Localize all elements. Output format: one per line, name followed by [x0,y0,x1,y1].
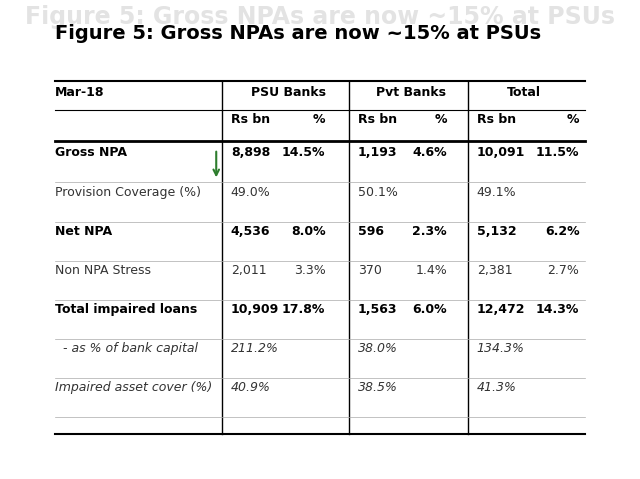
Text: 11.5%: 11.5% [536,147,579,160]
Text: Gross NPA: Gross NPA [55,147,127,160]
Text: 10,091: 10,091 [477,147,525,160]
Text: 6.2%: 6.2% [545,225,579,238]
Text: 211.2%: 211.2% [231,342,278,355]
Text: 10,909: 10,909 [231,303,279,316]
Text: 596: 596 [358,225,384,238]
Text: 3.3%: 3.3% [294,264,325,277]
Text: 2,381: 2,381 [477,264,513,277]
Text: Net NPA: Net NPA [55,225,112,238]
Text: %: % [313,113,325,126]
Text: 6.0%: 6.0% [412,303,447,316]
Text: 5,132: 5,132 [477,225,516,238]
Text: 12,472: 12,472 [477,303,525,316]
Text: Total: Total [507,86,541,99]
Text: Rs bn: Rs bn [358,113,397,126]
Text: Mar-18: Mar-18 [55,86,105,99]
Text: 370: 370 [358,264,381,277]
Text: PSU Banks: PSU Banks [251,86,326,99]
Text: Rs bn: Rs bn [231,113,270,126]
Text: 1,563: 1,563 [358,303,397,316]
Text: 2.3%: 2.3% [412,225,447,238]
Text: Provision Coverage (%): Provision Coverage (%) [55,185,201,199]
Text: 4.6%: 4.6% [412,147,447,160]
Text: 14.5%: 14.5% [282,147,325,160]
Text: 134.3%: 134.3% [477,342,525,355]
Text: 38.0%: 38.0% [358,342,397,355]
Text: 1,193: 1,193 [358,147,397,160]
Text: Rs bn: Rs bn [477,113,516,126]
Text: 1.4%: 1.4% [415,264,447,277]
Text: 40.9%: 40.9% [231,381,271,394]
Text: 2.7%: 2.7% [548,264,579,277]
Text: 2,011: 2,011 [231,264,266,277]
Text: - as % of bank capital: - as % of bank capital [55,342,198,355]
Text: 41.3%: 41.3% [477,381,516,394]
Text: Non NPA Stress: Non NPA Stress [55,264,151,277]
Text: Figure 5: Gross NPAs are now ~15% at PSUs: Figure 5: Gross NPAs are now ~15% at PSU… [25,5,615,29]
Text: 4,536: 4,536 [231,225,270,238]
Text: Impaired asset cover (%): Impaired asset cover (%) [55,381,212,394]
Text: 49.0%: 49.0% [231,185,271,199]
Text: Figure 5: Gross NPAs are now ~15% at PSUs: Figure 5: Gross NPAs are now ~15% at PSU… [55,24,541,43]
Text: %: % [567,113,579,126]
Text: 8.0%: 8.0% [291,225,325,238]
Text: Total impaired loans: Total impaired loans [55,303,197,316]
Text: 50.1%: 50.1% [358,185,397,199]
Text: 8,898: 8,898 [231,147,270,160]
Text: %: % [435,113,447,126]
Text: 14.3%: 14.3% [536,303,579,316]
Text: Pvt Banks: Pvt Banks [376,86,446,99]
Text: 38.5%: 38.5% [358,381,397,394]
Text: 49.1%: 49.1% [477,185,516,199]
Text: 17.8%: 17.8% [282,303,325,316]
